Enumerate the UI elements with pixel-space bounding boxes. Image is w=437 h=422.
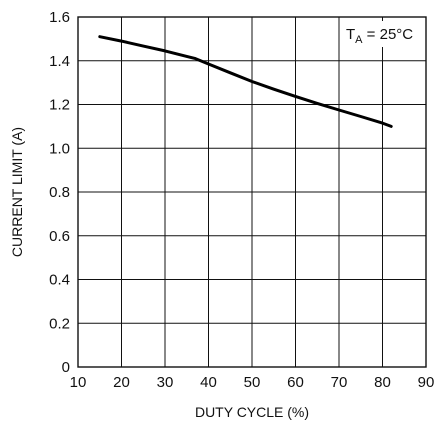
y-tick-label: 1.0 bbox=[49, 140, 70, 157]
series-line bbox=[98, 35, 393, 128]
annotation-subscript: A bbox=[355, 34, 363, 46]
x-axis-label: DUTY CYCLE (%) bbox=[195, 404, 309, 420]
y-tick-label: 0.8 bbox=[49, 184, 70, 201]
y-tick-label: 1.2 bbox=[49, 97, 70, 114]
annotation-text: TA = 25°C bbox=[346, 26, 413, 46]
x-tick-label: 90 bbox=[418, 374, 435, 391]
y-tick-label: 0.4 bbox=[49, 272, 70, 289]
y-tick-label: 1.4 bbox=[49, 53, 70, 70]
y-tick-label: 1.6 bbox=[49, 9, 70, 26]
x-tick-label: 40 bbox=[200, 374, 217, 391]
y-axis-label: CURRENT LIMIT (A) bbox=[9, 127, 25, 257]
x-axis-ticks: 10 20 30 40 50 60 70 80 90 bbox=[70, 374, 435, 391]
x-tick-label: 50 bbox=[244, 374, 261, 391]
annotation-background bbox=[340, 21, 423, 47]
y-axis-ticks: 0 0.2 0.4 0.6 0.8 1.0 1.2 1.4 1.6 bbox=[49, 9, 70, 376]
x-tick-label: 20 bbox=[113, 374, 130, 391]
x-tick-label: 80 bbox=[374, 374, 391, 391]
series-group bbox=[98, 35, 393, 128]
plot-frame bbox=[77, 16, 427, 368]
y-tick-label: 0 bbox=[62, 359, 70, 376]
annotation-suffix: = 25°C bbox=[363, 26, 414, 43]
grid bbox=[78, 17, 426, 367]
temperature-annotation: TA = 25°C bbox=[340, 21, 423, 47]
x-tick-label: 10 bbox=[70, 374, 87, 391]
annotation-prefix: T bbox=[346, 26, 355, 43]
y-tick-label: 0.6 bbox=[49, 228, 70, 245]
x-tick-label: 60 bbox=[287, 374, 304, 391]
y-tick-label: 0.2 bbox=[49, 315, 70, 332]
x-tick-label: 70 bbox=[331, 374, 348, 391]
x-tick-label: 30 bbox=[157, 374, 174, 391]
